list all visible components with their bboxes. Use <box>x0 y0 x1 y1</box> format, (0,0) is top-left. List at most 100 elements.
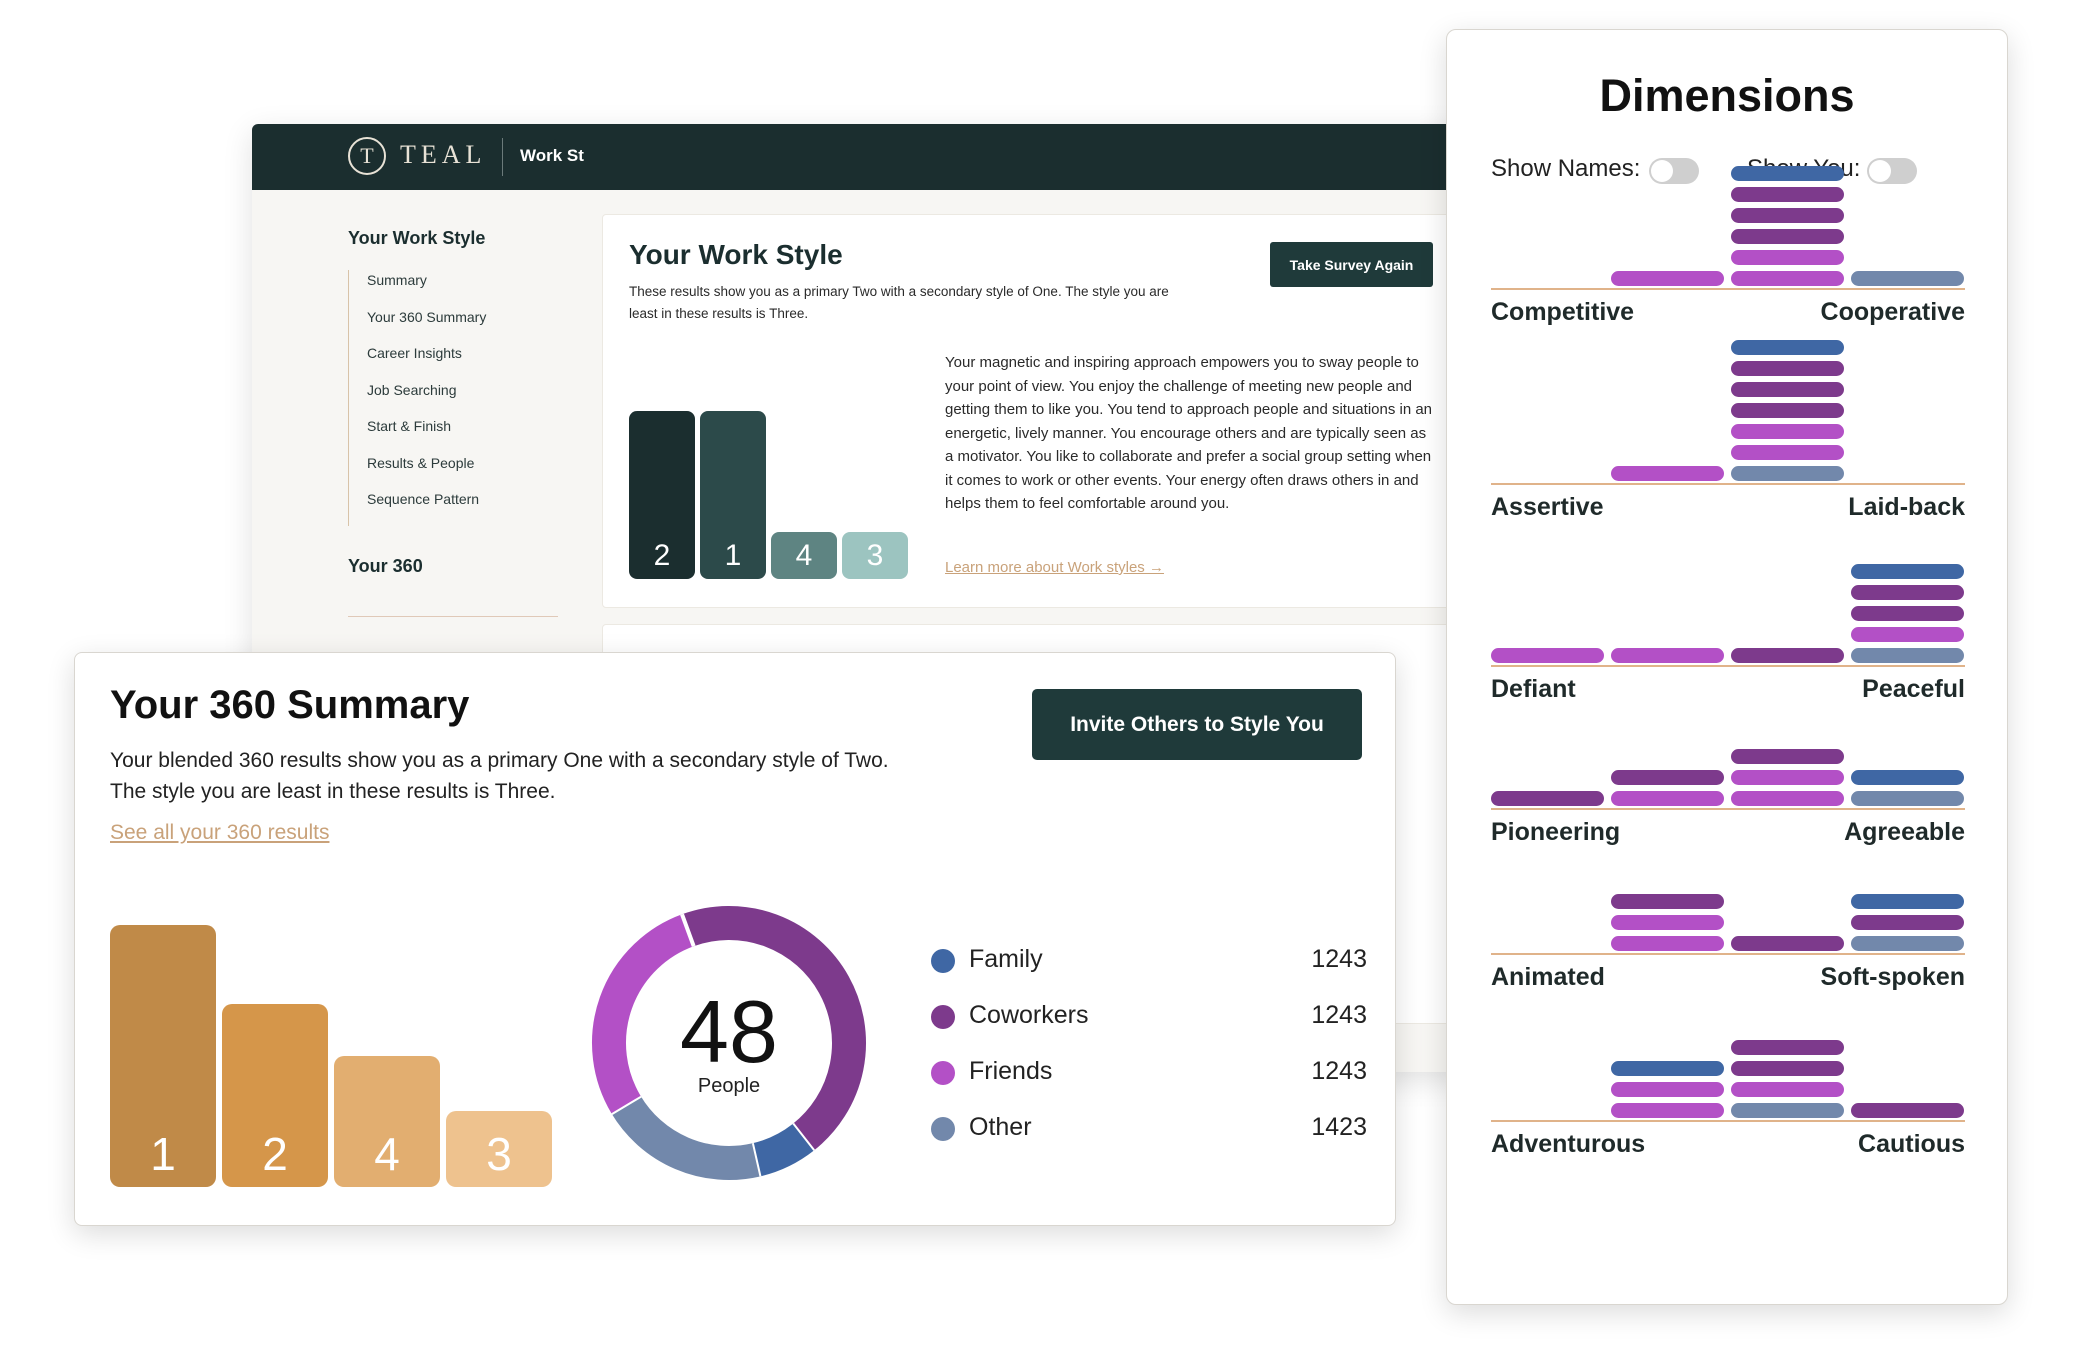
dimension-row-defiant: Defiant Peaceful <box>1491 543 1965 703</box>
summary-bar-3: 3 <box>446 1111 552 1187</box>
dimension-baseline <box>1491 665 1965 667</box>
sidebar-item-360-summary[interactable]: Your 360 Summary <box>367 308 487 325</box>
dimension-baseline <box>1491 1120 1965 1122</box>
legend-name: Family <box>969 945 1043 973</box>
donut-people-count: 48 <box>680 982 778 1081</box>
dimensions-panel: Dimensions Show Names: Show You: Competi… <box>1446 29 2008 1305</box>
dimension-response-pill <box>1851 564 1964 579</box>
legend-item-coworkers: Coworkers 1243 <box>931 997 1367 1037</box>
sidebar-item-career-insights[interactable]: Career Insights <box>367 345 462 361</box>
legend-name: Other <box>969 1113 1032 1141</box>
dimension-left-label: Assertive <box>1491 493 1604 521</box>
teal-logo-text[interactable]: TEAL <box>400 140 487 169</box>
dimension-response-pill <box>1491 648 1604 663</box>
work-style-bar-1: 1 <box>700 411 766 579</box>
coworkers-dot-icon <box>931 1005 955 1029</box>
dimension-response-pill <box>1731 166 1844 181</box>
dimension-response-pill <box>1731 187 1844 202</box>
dimension-response-pill <box>1611 894 1724 909</box>
dimension-response-pill <box>1731 770 1844 785</box>
app-header: T TEAL Work St <box>252 124 1552 190</box>
see-all-360-results-link[interactable]: See all your 360 results <box>110 821 330 844</box>
legend-count: 1243 <box>1311 1057 1367 1085</box>
work-style-description: These results show you as a primary Two … <box>629 284 1169 321</box>
dimension-response-pill <box>1851 627 1964 642</box>
dimension-response-pill <box>1731 445 1844 460</box>
dimension-response-pill <box>1731 1040 1844 1055</box>
sidebar-item-sequence-pattern[interactable]: Sequence Pattern <box>367 491 480 507</box>
sidebar-item-results-people[interactable]: Results & People <box>367 454 475 471</box>
dimension-row-pioneering: Pioneering Agreeable <box>1491 688 1965 848</box>
sidebar-item-summary[interactable]: Summary <box>367 272 427 288</box>
dimension-response-pill <box>1731 791 1844 806</box>
dimension-response-pill <box>1731 229 1844 244</box>
take-survey-again-button[interactable]: Take Survey Again <box>1270 242 1433 287</box>
friends-dot-icon <box>931 1061 955 1085</box>
dimension-left-label: Adventurous <box>1491 1130 1646 1158</box>
dimension-response-pill <box>1611 1082 1724 1097</box>
dimension-response-pill <box>1611 466 1724 481</box>
sidebar-item-start-finish[interactable]: Start & Finish <box>367 418 452 434</box>
dimension-baseline <box>1491 483 1965 485</box>
dimension-response-pill <box>1851 606 1964 621</box>
dimension-response-pill <box>1611 1061 1724 1076</box>
dimension-response-pill <box>1731 208 1844 223</box>
dimension-response-pill <box>1731 424 1844 439</box>
toggle-knob <box>1651 160 1673 182</box>
dimension-response-pill <box>1731 648 1844 663</box>
dimension-response-pill <box>1731 749 1844 764</box>
work-style-card: Your Work Style These results show you a… <box>602 214 1552 608</box>
donut-segment-other <box>611 1095 760 1180</box>
dimension-left-label: Animated <box>1491 963 1605 991</box>
donut-separator <box>680 913 696 947</box>
dimension-response-pill <box>1611 648 1724 663</box>
legend-count: 1243 <box>1311 945 1367 973</box>
people-donut-chart <box>592 906 866 1180</box>
dimension-response-pill <box>1731 466 1844 481</box>
sidebar-section-your-360[interactable]: Your 360 <box>348 556 423 576</box>
sidebar-item-job-searching[interactable]: Job Searching <box>367 381 457 398</box>
other-dot-icon <box>931 1117 955 1141</box>
summary-360-card: Your 360 Summary Your blended 360 result… <box>74 652 1396 1226</box>
dimension-response-pill <box>1851 915 1964 930</box>
dimension-response-pill <box>1731 1082 1844 1097</box>
dimension-response-pill <box>1611 271 1724 286</box>
dimension-response-pill <box>1851 271 1964 286</box>
dimension-left-label: Defiant <box>1491 675 1576 703</box>
summary-description: Your blended 360 results show you as a p… <box>110 749 889 803</box>
dimension-response-pill <box>1731 361 1844 376</box>
dimension-response-pill <box>1731 340 1844 355</box>
dimension-response-pill <box>1731 936 1844 951</box>
sidebar-nav: Summary Your 360 Summary Career Insights… <box>348 270 486 526</box>
dimension-response-pill <box>1611 791 1724 806</box>
dimension-response-pill <box>1851 770 1964 785</box>
donut-segment-friends <box>592 914 695 1114</box>
work-style-body-text: Your magnetic and inspiring approach emp… <box>945 354 1433 512</box>
dimension-response-pill <box>1851 791 1964 806</box>
dimension-response-pill <box>1851 648 1964 663</box>
show-names-label: Show Names: <box>1491 155 1641 182</box>
dimension-response-pill <box>1731 382 1844 397</box>
dimension-response-pill <box>1851 936 1964 951</box>
learn-more-link[interactable]: Learn more about Work styles → <box>945 559 1164 576</box>
invite-others-button[interactable]: Invite Others to Style You <box>1032 689 1362 760</box>
donut-segment-family <box>751 1123 814 1177</box>
nav-work-style[interactable]: Work St <box>520 146 584 165</box>
sidebar-section-title[interactable]: Your Work Style <box>348 228 486 248</box>
header-divider <box>502 138 503 176</box>
legend-item-friends: Friends 1243 <box>931 1053 1367 1093</box>
show-you-toggle[interactable] <box>1867 158 1917 184</box>
toggle-knob <box>1869 160 1891 182</box>
work-style-title: Your Work Style <box>629 239 843 270</box>
dimension-baseline <box>1491 953 1965 955</box>
dimension-response-pill <box>1731 1103 1844 1118</box>
dimension-row-assertive: Assertive Laid-back <box>1491 340 1965 521</box>
dimension-baseline <box>1491 808 1965 810</box>
summary-bar-2: 2 <box>222 1004 328 1187</box>
dimension-response-pill <box>1731 250 1844 265</box>
legend-name: Friends <box>969 1057 1053 1085</box>
family-dot-icon <box>931 949 955 973</box>
show-names-toggle[interactable] <box>1649 158 1699 184</box>
dimension-right-label: Peaceful <box>1862 675 1965 703</box>
teal-logo-icon[interactable]: T <box>348 137 386 175</box>
